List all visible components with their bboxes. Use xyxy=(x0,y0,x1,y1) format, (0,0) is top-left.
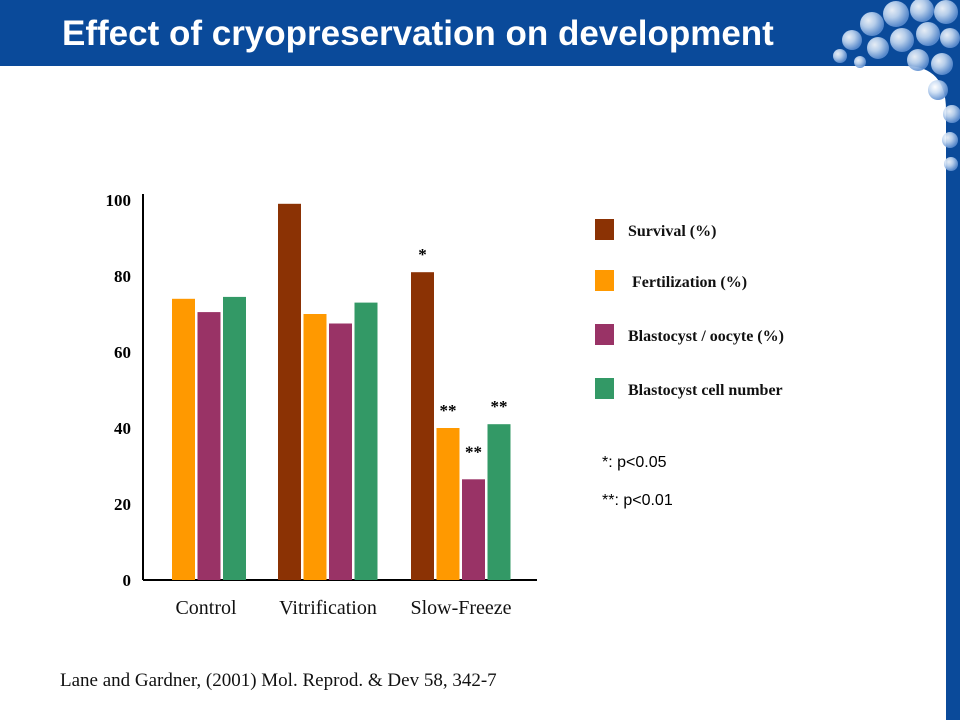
slide-title: Effect of cryopreservation on developmen… xyxy=(62,14,774,53)
significance-mark: ** xyxy=(440,401,457,420)
y-tick-label: 20 xyxy=(114,495,131,514)
legend-swatch xyxy=(595,324,614,345)
y-tick-label: 80 xyxy=(114,267,131,286)
bar xyxy=(172,298,195,580)
y-tick-label: 40 xyxy=(114,419,131,438)
legend-swatch xyxy=(595,378,614,399)
bar xyxy=(278,203,301,581)
significance-mark: * xyxy=(418,245,427,264)
legend-label: Survival (%) xyxy=(628,223,716,240)
y-tick-label: 100 xyxy=(106,191,132,210)
x-category-label: Slow-Freeze xyxy=(410,597,511,619)
bar xyxy=(197,312,221,580)
bar xyxy=(462,479,485,580)
x-category-labels: Control Vitrification Slow-Freeze xyxy=(175,597,511,619)
bar xyxy=(329,323,352,580)
bar xyxy=(303,314,327,580)
significance-marks: ******* xyxy=(418,245,507,461)
legend-swatch xyxy=(595,270,614,291)
bar xyxy=(223,296,246,580)
citation: Lane and Gardner, (2001) Mol. Reprod. & … xyxy=(60,670,497,691)
legend: Survival (%) Fertilization (%) Blastocyst … xyxy=(595,219,784,399)
bar xyxy=(354,302,378,580)
legend-label: Blastocyst cell number xyxy=(628,382,783,399)
significance-mark: ** xyxy=(465,442,482,461)
bars xyxy=(172,203,511,581)
significance-note: **: p<0.01 xyxy=(602,492,673,509)
legend-label: Blastocyst / oocyte (%) xyxy=(628,328,784,345)
y-tick-label: 60 xyxy=(114,343,131,362)
x-category-label: Vitrification xyxy=(279,597,377,619)
y-tick-label: 0 xyxy=(123,571,132,590)
legend-label: Fertilization (%) xyxy=(632,274,747,291)
significance-notes: *: p<0.05 **: p<0.01 xyxy=(602,454,673,509)
significance-note: *: p<0.05 xyxy=(602,454,667,471)
legend-swatch xyxy=(595,219,614,240)
bar xyxy=(487,424,511,580)
bar xyxy=(411,272,434,580)
bar xyxy=(436,428,460,580)
significance-mark: ** xyxy=(491,397,508,416)
x-category-label: Control xyxy=(175,597,237,619)
bubble-decoration xyxy=(833,0,960,171)
